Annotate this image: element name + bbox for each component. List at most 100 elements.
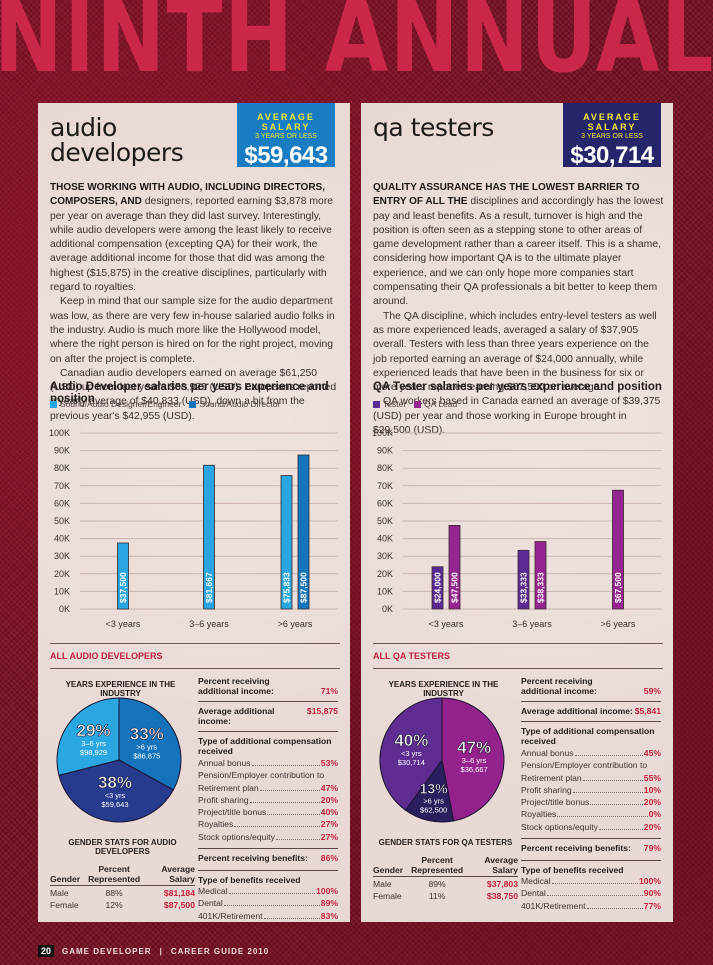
pie-salary-label: $36,667 <box>461 765 488 774</box>
list-item: Medical 100% <box>521 875 661 887</box>
legend-item: QA Lead <box>414 399 457 409</box>
section-heading: ALL QA TESTERS <box>373 643 663 661</box>
divider <box>521 838 661 840</box>
item-value: 20% <box>320 794 338 805</box>
item-value: 27% <box>320 819 338 830</box>
salary-cell: $87,500 <box>163 900 195 910</box>
list-item: Annual bonus 53% <box>198 757 338 769</box>
pie-slice-label: 3–6 yrs <box>81 739 106 748</box>
additional-income-row: Percent receiving additional income: 71% <box>198 676 338 696</box>
gender-cell: Male <box>373 879 392 889</box>
legend-label: Tester <box>383 399 407 409</box>
qa-experience-pie-chart: 47%3–6 yrs$36,667 13%>6 yrs$62,500 40%<3 y… <box>379 697 505 823</box>
divider <box>521 721 661 722</box>
bar <box>280 475 293 610</box>
pie-slice <box>379 697 443 811</box>
pie-percent-label: 47% <box>457 738 491 757</box>
paragraph: QUALITY ASSURANCE HAS THE LOWEST BARRIER… <box>373 181 665 310</box>
gender-cell: Female <box>50 900 79 910</box>
pie-percent-label: 40% <box>394 731 428 750</box>
dot-leader <box>223 905 320 907</box>
item-label: 401K/Retirement <box>198 910 263 921</box>
table-row: Male 88% $81,184 <box>50 886 195 899</box>
bar-data-label: $24,000 <box>433 572 443 603</box>
y-tick-label: 10K <box>54 586 70 596</box>
column-header: Gender <box>50 864 81 886</box>
table-header-row: Gender Percent Represented Average Salar… <box>50 864 195 886</box>
item-label: Annual bonus <box>198 758 251 768</box>
bar <box>612 489 624 610</box>
y-tick-label: 90K <box>377 446 393 456</box>
stat-value: $15,875 <box>306 706 338 716</box>
badge-value: $30,714 <box>570 142 654 169</box>
pie-slice <box>118 697 182 791</box>
dot-leader <box>234 826 320 828</box>
salary-cell: $38,750 <box>486 891 518 901</box>
paragraph: The QA discipline, which includes entry-… <box>373 310 657 394</box>
y-tick-label: 90K <box>54 446 70 456</box>
dot-leader <box>259 789 320 791</box>
list-item: Annual bonus 45% <box>521 747 661 759</box>
pie-heading: YEARS EXPERIENCE IN THE INDUSTRY <box>65 680 176 698</box>
pie-percent-label: 33% <box>130 725 164 744</box>
divider <box>521 701 661 702</box>
stat-value: $5,841 <box>634 706 661 716</box>
pie-salary-label: $86,875 <box>133 752 160 761</box>
legend-swatch <box>414 401 422 408</box>
legend-item: Sound/Audio Director <box>189 399 280 409</box>
compensation-heading: Type of additional compensation received <box>521 726 655 746</box>
list-item: Dental 89% <box>198 897 338 909</box>
divider <box>521 860 661 862</box>
paragraph-text: designers, reported earning $3,878 more … <box>50 196 334 294</box>
title-line: audio <box>50 113 117 142</box>
title-line: developers <box>50 138 184 167</box>
compensation-stats: Percent receiving additional income: 59% A… <box>521 676 661 912</box>
legend-label: Sound/Audio Designer/Engineer <box>60 399 182 409</box>
chart-title: Audio Developer salaries per years exper… <box>50 381 329 405</box>
y-tick-label: 30K <box>377 551 393 561</box>
badge-label: AVERAGE SALARY <box>257 112 315 132</box>
chart-legend: Sound/Audio Designer/Engineer Sound/Audi… <box>50 399 280 409</box>
salary-cell: $37,803 <box>486 879 518 889</box>
pie-percent-label: 38% <box>98 773 132 792</box>
bar <box>517 549 530 610</box>
y-tick-label: 40K <box>377 534 393 544</box>
item-value: 77% <box>643 900 661 911</box>
y-tick-label: 80K <box>54 463 70 473</box>
stat-label: Percent receiving additional income: <box>198 676 274 696</box>
qa-salary-bar-chart: 0K 10K 20K 30K 40K 50K 60K 70K 80K 90K 100K $24,000… <box>372 428 661 629</box>
bar-data-label: $75,833 <box>282 572 292 603</box>
benefits-heading: Type of benefits received <box>521 865 624 876</box>
gender-heading: GENDER STATS FOR AUDIO DEVELOPERS <box>68 838 177 856</box>
y-tick-label: 100K <box>372 428 393 438</box>
pie-slice <box>58 759 175 823</box>
dot-leader <box>249 801 320 803</box>
column-header: Average Salary <box>148 864 195 886</box>
gender-table: Gender Percent Represented Average Salar… <box>373 855 518 901</box>
badge-sublabel: 3 YEARS OR LESS <box>581 133 643 140</box>
y-tick-label: 60K <box>377 498 393 508</box>
dot-leader <box>275 838 320 840</box>
column-header: Average Salary <box>471 855 518 877</box>
item-label: Dental <box>198 898 223 909</box>
dot-leader <box>267 814 320 816</box>
bar <box>203 464 215 610</box>
pie-slice-label: <3 yrs <box>401 749 422 758</box>
y-tick-label: 20K <box>54 569 70 579</box>
item-label: Annual bonus <box>521 748 574 758</box>
paragraph: QA workers based in Canada earned an ave… <box>373 396 661 437</box>
item-value: 47% <box>320 782 338 793</box>
dot-leader <box>582 779 643 781</box>
item-label: Project/title bonus <box>521 797 590 808</box>
list-item: Pension/Employer contribution to <box>521 759 661 771</box>
item-label: Medical <box>198 886 228 897</box>
badge-label: AVERAGE SALARY <box>583 112 641 132</box>
bar-data-label: $67,500 <box>613 572 623 603</box>
item-value: 83% <box>320 910 338 921</box>
y-tick-label: 30K <box>54 551 70 561</box>
salary-cell: $81,184 <box>163 888 195 898</box>
compensation-heading: Type of additional compensation received <box>198 736 332 756</box>
legend-label: QA Lead <box>424 399 458 409</box>
item-value: 20% <box>643 797 661 808</box>
dot-leader <box>251 765 320 766</box>
